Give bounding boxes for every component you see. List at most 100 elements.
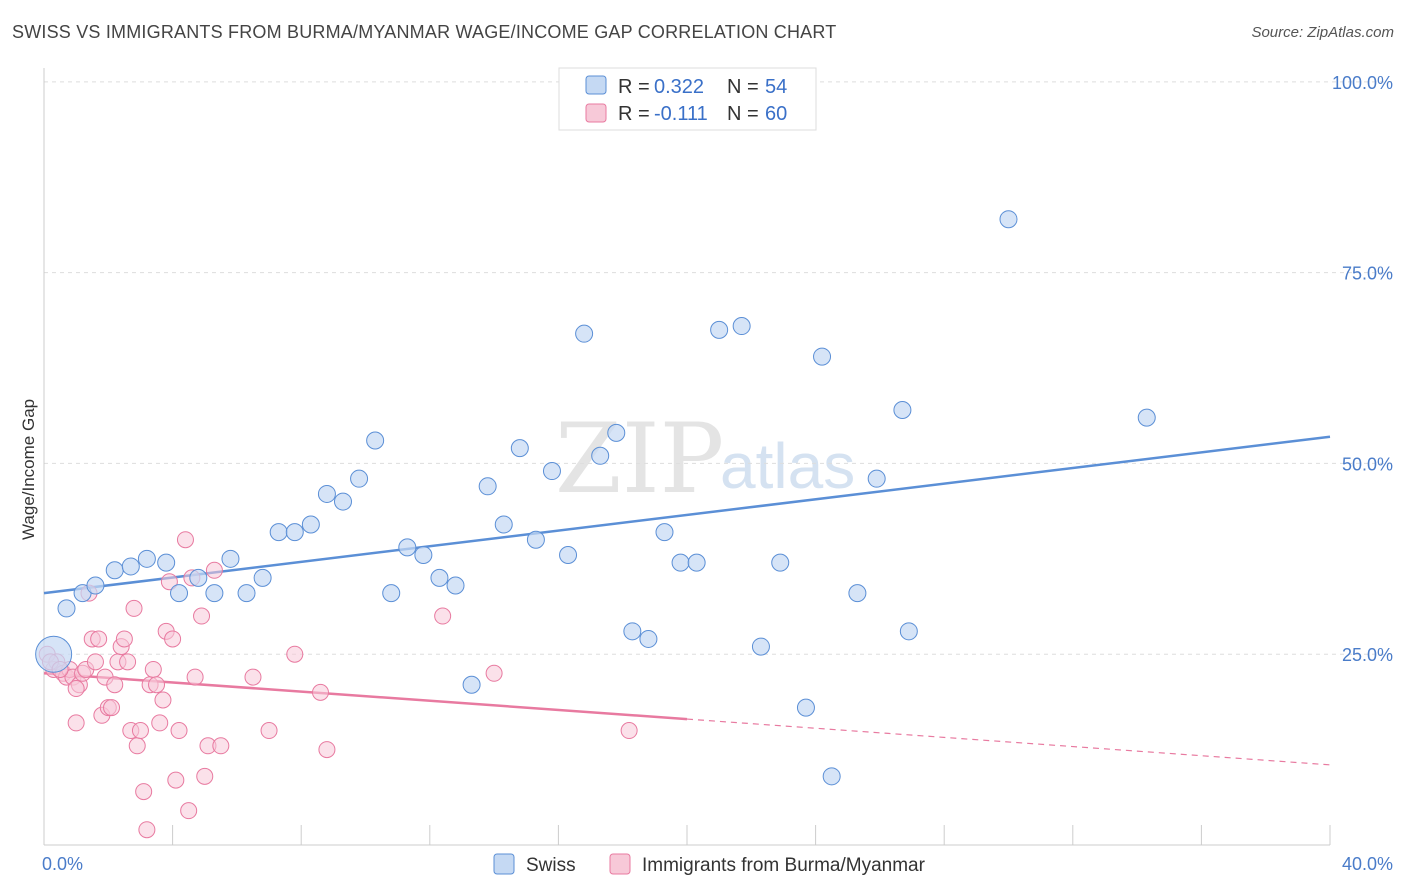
x-tick-label: 0.0% (42, 854, 83, 874)
swiss-point (526, 530, 545, 549)
swiss-point (137, 549, 156, 568)
swiss-point (382, 584, 401, 603)
burma-point (164, 630, 182, 648)
burma-point (170, 722, 188, 740)
burma-trend-line (43, 672, 688, 721)
burma-point (196, 767, 214, 785)
burma-point (128, 737, 146, 755)
swiss-point (623, 622, 642, 641)
swiss-point (999, 210, 1018, 229)
burma-point (106, 676, 124, 694)
burma-point (148, 676, 166, 694)
burma-points (38, 531, 638, 839)
swiss-point (575, 324, 594, 343)
swiss-point (430, 568, 449, 587)
swiss-point (822, 767, 841, 786)
bottom-legend-swiss: Swiss (526, 855, 576, 876)
swiss-point (366, 431, 385, 450)
swiss-points (35, 210, 1156, 786)
axes (43, 68, 1331, 846)
swiss-point (478, 477, 497, 496)
burma-point (167, 771, 185, 789)
legend-swiss-n-label: N = (727, 76, 759, 98)
swiss-point (237, 584, 256, 603)
burma-point (286, 645, 304, 663)
swiss-point (170, 584, 189, 603)
legend-burma-n-value: 60 (765, 103, 787, 125)
burma-point (160, 573, 178, 591)
burma-point (205, 561, 223, 579)
swiss-point (893, 400, 912, 419)
swiss-point (639, 629, 658, 648)
swiss-point (813, 347, 832, 366)
burma-point (180, 802, 198, 820)
watermark-atlas: atlas (720, 430, 855, 502)
y-axis-label: Wage/Income Gap (19, 399, 38, 540)
swiss-point (899, 622, 918, 641)
burma-point (176, 531, 194, 549)
series-legend: Swiss Immigrants from Burma/Myanmar (493, 853, 926, 876)
swiss-point (157, 553, 176, 572)
burma-point (135, 783, 153, 801)
tick-labels: 25.0% 50.0% 75.0% 100.0% 0.0% 40.0% (42, 73, 1393, 874)
legend-burma-r-value: -0.111 (654, 103, 708, 125)
y-tick-label: 25.0% (1342, 645, 1393, 665)
swiss-point (732, 317, 751, 336)
burma-point (186, 668, 204, 686)
burma-point (212, 737, 230, 755)
swiss-point (1137, 408, 1156, 427)
legend-burma-n-label: N = (727, 103, 759, 125)
burma-point (260, 722, 278, 740)
swiss-point (221, 549, 240, 568)
bottom-legend-swatch-burma (609, 853, 631, 875)
burma-point (318, 741, 336, 759)
legend-swiss-r-label: R = (618, 76, 650, 98)
swiss-point (446, 576, 465, 595)
burma-point (154, 691, 172, 709)
burma-point (434, 607, 452, 625)
burma-point (193, 607, 211, 625)
swiss-point (655, 523, 674, 542)
chart-title: SWISS VS IMMIGRANTS FROM BURMA/MYANMAR W… (12, 22, 837, 42)
x-tick-label: 40.0% (1342, 854, 1393, 874)
burma-point (115, 630, 133, 648)
swiss-point (687, 553, 706, 572)
burma-point (90, 630, 108, 648)
burma-point (485, 664, 503, 682)
bottom-legend-swatch-swiss (493, 853, 515, 875)
swiss-point (671, 553, 690, 572)
swiss-trend-line (43, 435, 1331, 595)
swiss-point (317, 484, 336, 503)
legend-swiss-r-value: 0.322 (654, 76, 704, 98)
swiss-point (398, 538, 417, 557)
swiss-point (86, 576, 105, 595)
swiss-point (494, 515, 513, 534)
swiss-point (253, 568, 272, 587)
swiss-point (57, 599, 76, 618)
swiss-point (710, 320, 729, 339)
burma-point (86, 653, 104, 671)
swiss-point (607, 423, 626, 442)
y-tick-label: 75.0% (1342, 264, 1393, 284)
swiss-point (848, 584, 867, 603)
burma-point (125, 599, 143, 617)
burma-point (67, 680, 85, 698)
swiss-point (189, 568, 208, 587)
burma-point (244, 668, 262, 686)
burma-point (144, 660, 162, 678)
swiss-point (269, 523, 288, 542)
swiss-point (510, 439, 529, 458)
y-tick-label: 50.0% (1342, 454, 1393, 474)
swiss-point (591, 446, 610, 465)
correlation-legend: R = 0.322 N = 54 R = -0.111 N = 60 (558, 67, 817, 131)
swiss-point (542, 462, 561, 481)
swiss-point (285, 523, 304, 542)
swiss-point (771, 553, 790, 572)
legend-swatch-swiss (585, 75, 607, 95)
burma-trend-extension (686, 718, 1331, 766)
legend-swatch-burma (585, 103, 607, 123)
y-tick-label: 100.0% (1332, 73, 1393, 93)
source-label: Source: ZipAtlas.com (1251, 24, 1394, 41)
burma-point (103, 699, 121, 717)
